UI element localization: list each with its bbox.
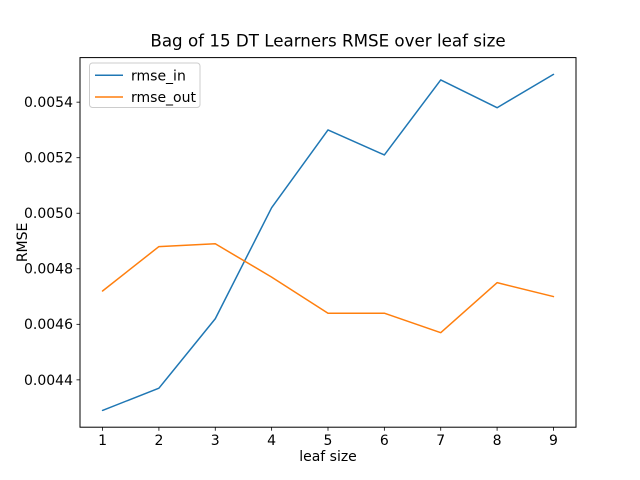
- y-tick-label: 0.0050: [24, 206, 73, 222]
- legend-label-rmse_in: rmse_in: [131, 68, 186, 84]
- x-tick-label: 8: [493, 433, 502, 449]
- x-tick-label: 9: [549, 433, 558, 449]
- x-tick-label: 2: [154, 433, 163, 449]
- plot-area: 1 2 3 4 5 6 7 8 9 0.0044 0.0046 0.0048 0.0050 0.0052 0…: [24, 57, 577, 449]
- y-tick-label: 0.0048: [24, 262, 73, 278]
- x-axis-label: leaf size: [299, 449, 357, 465]
- y-tick-label: 0.0054: [24, 95, 73, 111]
- x-tick-label: 1: [98, 433, 107, 449]
- series-line-rmse_in: [101, 73, 555, 412]
- y-tick-label: 0.0046: [24, 317, 73, 333]
- series-line-rmse_out: [101, 243, 555, 334]
- x-tick-label: 7: [436, 433, 445, 449]
- x-tick-label: 4: [267, 433, 276, 449]
- y-tick-label: 0.0044: [24, 373, 73, 389]
- x-tick-label: 3: [211, 433, 220, 449]
- axes-border: [79, 57, 577, 428]
- legend-label-rmse_out: rmse_out: [131, 90, 196, 106]
- legend: rmse_in rmse_out: [89, 62, 201, 108]
- chart-title: Bag of 15 DT Learners RMSE over leaf siz…: [150, 31, 505, 51]
- y-tick-label: 0.0052: [24, 151, 73, 167]
- x-tick-label: 5: [324, 433, 333, 449]
- x-tick-label: 6: [380, 433, 389, 449]
- y-axis-label: RMSE: [15, 223, 31, 263]
